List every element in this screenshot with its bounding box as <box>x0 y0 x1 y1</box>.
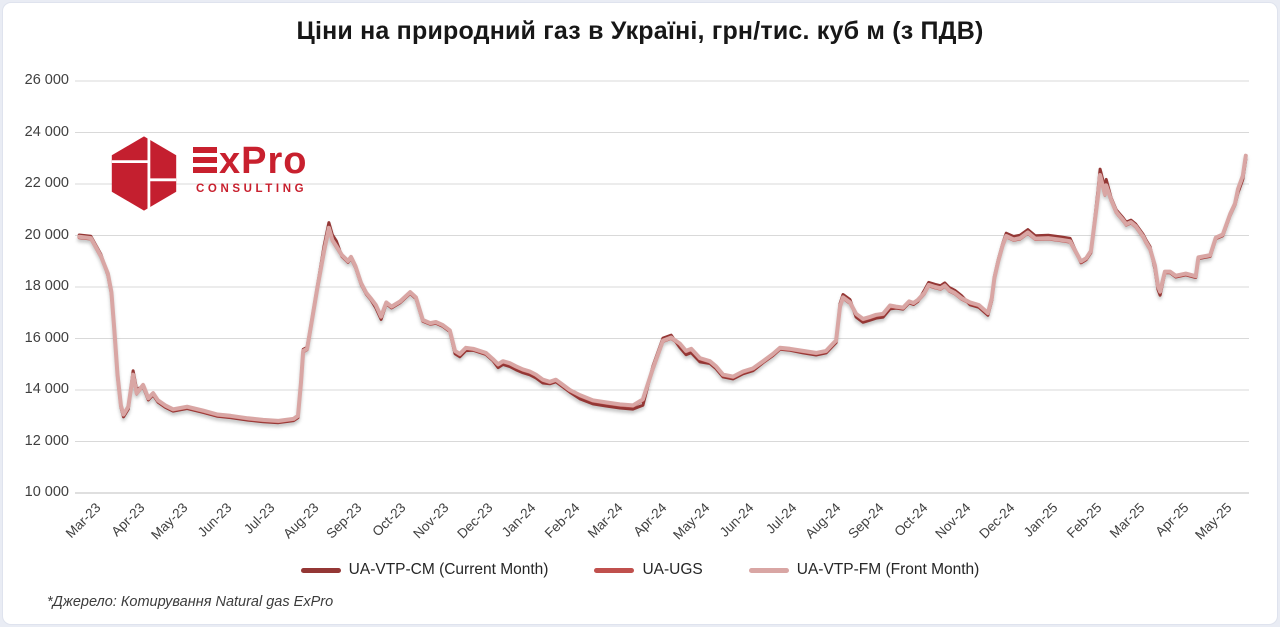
legend-item-ua-vtp-cm: UA-VTP-CM (Current Month) <box>300 561 549 579</box>
legend-item-ua-ugs: UA-UGS <box>594 561 703 579</box>
y-tick-label-18000: 18 000 <box>24 278 69 294</box>
y-tick-label-22000: 22 000 <box>24 175 69 191</box>
y-tick-label-26000: 26 000 <box>24 72 69 88</box>
expro-logo-text: xPro <box>193 140 307 183</box>
y-tick-label-12000: 12 000 <box>24 432 69 449</box>
source-note: *Джерело: Котирування Natural gas ExPro <box>47 594 334 610</box>
y-tick-label-20000: 20 000 <box>24 226 69 243</box>
chart-area: 26 000 24 000 22 000 20 000 18 000 16 000 14 0… <box>3 3 1277 624</box>
expro-logo-subtext: CONSULTING <box>196 183 308 195</box>
legend-label-ua-vtp-cm: UA-VTP-CM (Current Month) <box>348 561 549 578</box>
legend-swatch-ua-ugs <box>594 567 635 573</box>
y-tick-label-10000: 10 000 <box>24 484 69 500</box>
chart-canvas <box>75 80 1249 494</box>
series-lines <box>77 153 1248 425</box>
y-tick-label-16000: 16 000 <box>24 329 69 346</box>
legend-label-ua-ugs: UA-UGS <box>642 561 703 578</box>
expro-logo: xPro CONSULTING <box>109 133 349 213</box>
legend-label-ua-vtp-fm: UA-VTP-FM (Front Month) <box>796 561 980 578</box>
expro-logo-text-rest: xPro <box>219 140 308 182</box>
y-tick-label-14000: 14 000 <box>24 381 69 397</box>
legend-item-ua-vtp-fm: UA-VTP-FM (Front Month) <box>748 561 980 579</box>
chart-title: Ціни на природний газ в Україні, грн/тис… <box>296 17 984 45</box>
legend-swatch-ua-vtp-cm <box>300 567 341 573</box>
expro-hexagon-icon <box>111 136 177 211</box>
legend-swatch-ua-vtp-fm <box>748 567 789 573</box>
expro-logo-e-bars-icon <box>193 147 217 173</box>
chart-legend: UA-VTP-CM (Current Month) UA-UGS UA-VTP-… <box>3 561 1277 579</box>
series-line-ua-vtp-fm-front-month- <box>77 153 1248 423</box>
y-tick-label-24000: 24 000 <box>24 123 69 140</box>
